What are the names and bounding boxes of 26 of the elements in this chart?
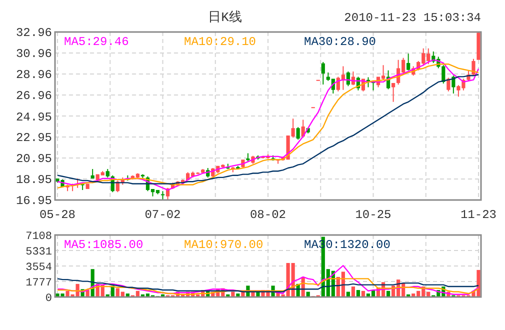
y-tick-label: 0	[45, 292, 52, 305]
x-tick-label: 10-25	[355, 208, 392, 222]
text: MA5:29.46	[64, 35, 129, 50]
y-tick-label: 3554	[26, 262, 52, 274]
y-tick-label: 18.95	[16, 173, 52, 188]
y-tick-label: 30.96	[16, 47, 52, 62]
text: 2010-11-23 15:03:34	[344, 11, 481, 25]
y-tick-label: 28.96	[16, 68, 52, 82]
chart-title: 日K线	[208, 10, 242, 25]
y-tick-label: 5331	[26, 246, 52, 258]
y-tick-label: 16.95	[16, 194, 52, 208]
x-tick-label: 07-02	[144, 208, 181, 222]
y-tick-label: 32.96	[16, 26, 52, 40]
x-tick-label: 08-02	[250, 208, 286, 222]
y-tick-label: 22.95	[16, 131, 52, 146]
y-tick-label: 26.96	[16, 89, 52, 104]
text: MA30:28.90	[304, 35, 376, 50]
y-tick-label: 1777	[26, 277, 52, 290]
y-tick-label: 7108	[26, 230, 52, 243]
y-tick-label: 20.95	[16, 152, 52, 166]
text: MA10:29.10	[184, 35, 256, 50]
text: MA10:970.00	[184, 238, 264, 252]
text: MA5:1085.00	[64, 238, 144, 252]
x-tick-label: 05-28	[40, 208, 76, 222]
x-tick-label: 11-23	[460, 208, 496, 222]
y-tick-label: 24.95	[16, 110, 52, 124]
